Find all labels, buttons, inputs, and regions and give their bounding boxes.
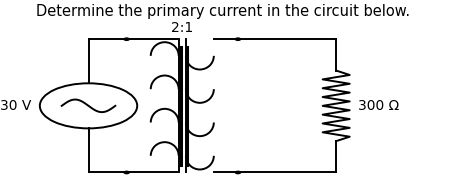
Text: 30 V: 30 V <box>0 99 31 113</box>
Circle shape <box>124 171 129 174</box>
Circle shape <box>235 171 241 174</box>
Text: 2:1: 2:1 <box>171 21 193 35</box>
Text: 300 Ω: 300 Ω <box>358 99 400 113</box>
Circle shape <box>124 38 129 40</box>
Text: Determine the primary current in the circuit below.: Determine the primary current in the cir… <box>36 4 410 19</box>
Circle shape <box>235 38 241 40</box>
